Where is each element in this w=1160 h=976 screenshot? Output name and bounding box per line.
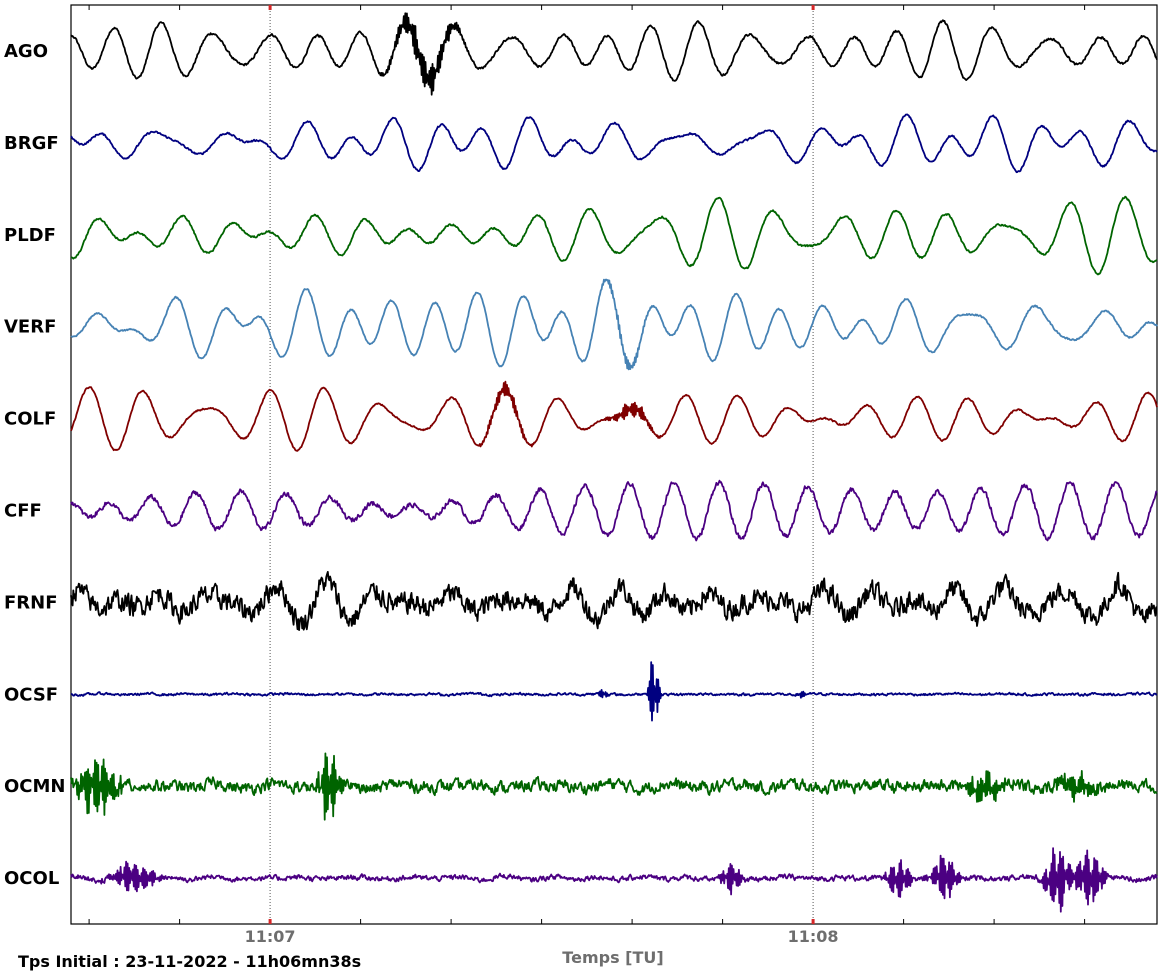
x-tick-label: 11:07 (245, 927, 296, 946)
major-tick-top-marker (268, 5, 272, 10)
trace-colf (70, 380, 1158, 452)
trace-ocol (70, 847, 1158, 913)
trace-cff (70, 479, 1158, 542)
trace-verf (70, 278, 1158, 371)
station-label-frnf: FRNF (4, 592, 58, 613)
waveform-traces (70, 12, 1158, 913)
station-label-verf: VERF (4, 317, 56, 338)
trace-frnf (70, 571, 1158, 631)
trace-ocsf (70, 661, 1158, 722)
time-axis: 11:07 11:08 (88, 5, 1086, 946)
plot-frame (70, 4, 1158, 925)
trace-pldf (70, 195, 1158, 276)
time-gridlines (269, 5, 814, 924)
station-label-ocol: OCOL (4, 868, 59, 889)
station-label-brgf: BRGF (4, 133, 59, 154)
x-axis-label: Temps [TU] (562, 948, 663, 967)
station-label-colf: COLF (4, 409, 56, 430)
major-tick-bottom-marker (811, 919, 815, 924)
x-tick-label: 11:08 (788, 927, 839, 946)
trace-ago (70, 12, 1158, 96)
station-label-ocmn: OCMN (4, 776, 66, 797)
trace-ocmn (70, 752, 1158, 821)
major-tick-bottom-marker (268, 919, 272, 924)
major-tick-top-marker (811, 5, 815, 10)
start-time-footer: Tps Initial : 23-11-2022 - 11h06mn38s (18, 952, 361, 971)
station-label-cff: CFF (4, 500, 42, 521)
station-label-ocsf: OCSF (4, 684, 58, 705)
station-label-ago: AGO (4, 41, 48, 62)
trace-brgf (70, 113, 1158, 174)
station-labels: AGO BRGF PLDF VERF COLF CFF FRNF OCSF OCMN OCOL (4, 41, 66, 889)
station-label-pldf: PLDF (4, 225, 56, 246)
